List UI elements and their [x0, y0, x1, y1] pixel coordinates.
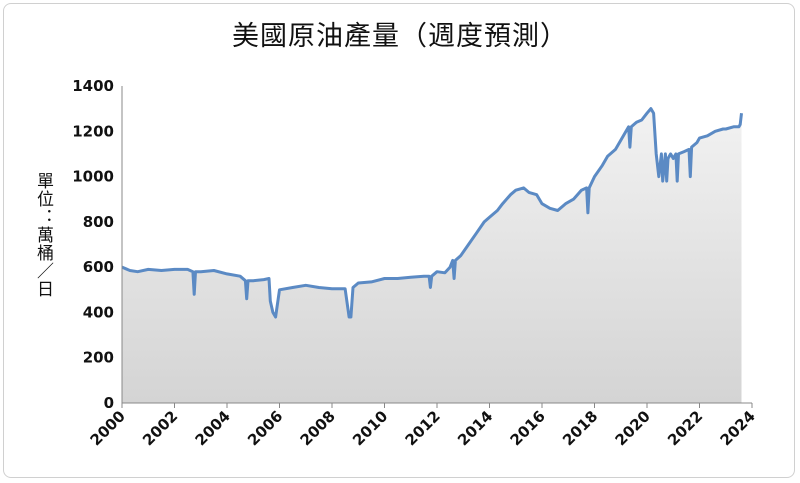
series-line: [121, 107, 743, 319]
x-tick-label: 2006: [244, 407, 286, 449]
y-tick-label: 800: [83, 213, 114, 231]
y-tick-label: 1000: [72, 168, 114, 186]
x-tick-label: 2022: [664, 407, 706, 449]
y-tick-label: 600: [83, 258, 114, 276]
y-tick-label: 0: [104, 394, 114, 412]
x-tick-label: 2024: [717, 407, 759, 449]
x-tick-label: 2018: [559, 407, 601, 449]
x-ticks: 2000 2002 2004 2006 2008 2010 2012 2014 2016 2018…: [87, 403, 759, 449]
y-ticks: 0 200 400 600 800 1000 1200 1400: [72, 77, 114, 412]
y-tick-label: 200: [83, 349, 114, 367]
y-tick-label: 1200: [72, 122, 114, 140]
x-tick-label: 2016: [507, 407, 549, 449]
y-tick-label: 400: [83, 303, 114, 321]
chart-title: 美國原油產量（週度預測）: [232, 21, 568, 52]
y-tick-label: 1400: [72, 77, 114, 95]
series-area-fill: [122, 108, 742, 403]
y-axis-label: 單位：萬桶／日: [33, 172, 53, 298]
x-tick-label: 2020: [612, 407, 654, 449]
x-tick-label: 2010: [349, 407, 391, 449]
x-tick-label: 2000: [87, 407, 129, 449]
x-tick-label: 2002: [139, 407, 181, 449]
x-tick-label: 2004: [192, 407, 234, 449]
x-tick-label: 2012: [402, 407, 444, 449]
x-tick-label: 2014: [454, 407, 496, 449]
x-tick-label: 2008: [297, 407, 339, 449]
